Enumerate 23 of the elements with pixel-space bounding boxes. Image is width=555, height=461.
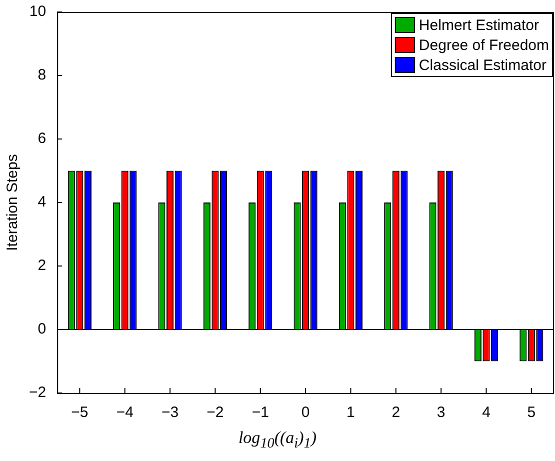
x-axis-title: log$_{10}$((a$_{i}$)$_{1}$) (237, 428, 318, 452)
y-axis-title: Iteration Steps (4, 154, 22, 251)
y-tick-label: 0 (38, 320, 46, 338)
x-tick-label: 3 (436, 404, 446, 422)
legend-label: Classical Estimator (418, 57, 546, 74)
x-tick-label: 0 (301, 404, 310, 422)
legend-label: Helmert Estimator (418, 17, 539, 34)
x-tick-label: −2 (206, 404, 224, 422)
x-tick-label: 4 (482, 404, 490, 422)
y-tick-label: 6 (38, 130, 46, 148)
y-tick-label: 2 (38, 257, 46, 274)
x-tick-label: 2 (392, 404, 400, 422)
y-tick-label: 8 (38, 66, 46, 84)
y-tick-label: 4 (38, 194, 46, 211)
x-tick-label: −1 (252, 404, 269, 422)
x-tick-label: 5 (527, 404, 536, 422)
y-tick-label: −2 (28, 384, 46, 402)
y-tick-label: 10 (29, 3, 46, 20)
x-tick-label: −3 (161, 404, 179, 422)
legend-label: Degree of Freedom (418, 37, 550, 54)
x-tick-label: 1 (346, 404, 355, 422)
x-tick-label: −4 (116, 404, 134, 422)
x-tick-label: −5 (71, 404, 88, 422)
